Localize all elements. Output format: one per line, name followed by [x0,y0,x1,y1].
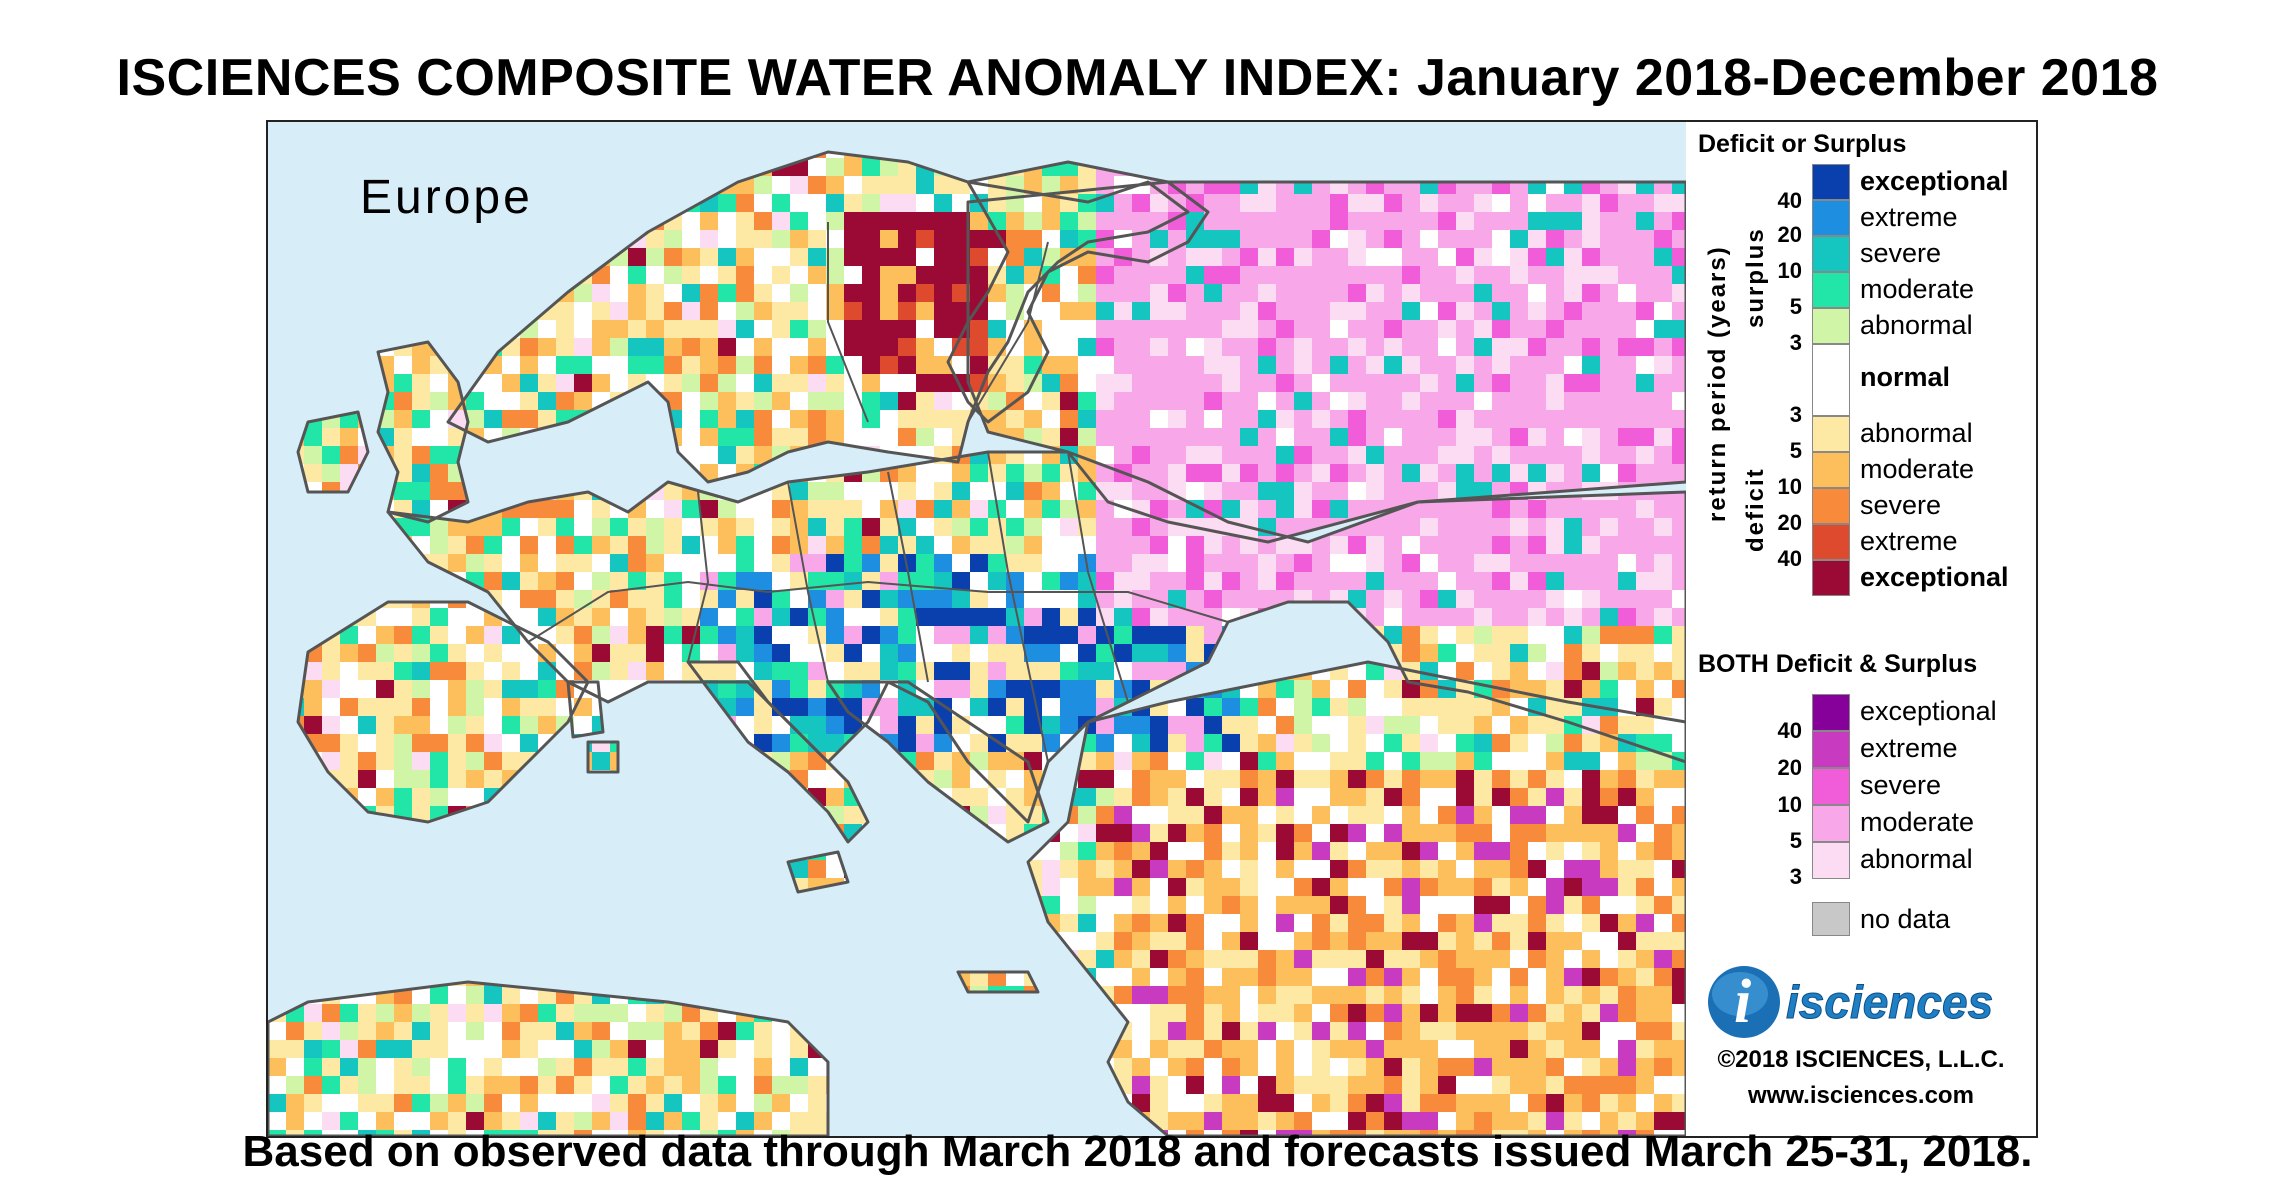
swatch-surplus-moderate [1812,272,1850,308]
swatch-deficit-extreme [1812,524,1850,560]
swatch-no-data [1812,902,1850,936]
swatch-both-moderate [1812,805,1850,842]
label-both-abnormal: abnormal [1860,844,1973,874]
logo-i: i [1734,968,1751,1036]
land-outline [826,680,1050,844]
swatch-deficit-exceptional [1812,560,1850,596]
return-period-axis-label: return period (years) [1704,245,1731,522]
swatch-both-abnormal [1812,842,1850,879]
country-border [827,222,869,423]
legend-panel: Deficit or Surplus return period (years)… [1686,122,2036,1136]
swatch-surplus-severe [1812,236,1850,272]
country-border [527,581,1229,643]
tick-deficit-10: 10 [1777,474,1802,499]
tick-both-10: 10 [1777,792,1802,817]
tick-deficit-5: 5 [1789,438,1802,463]
label-surplus-exceptional: exceptional [1860,166,2009,196]
tick-deficit-20: 20 [1777,510,1802,535]
tick-surplus-3: 3 [1789,330,1802,355]
land-outline [566,680,605,739]
land-outline [1026,660,1686,1136]
surplus-axis-label: surplus [1742,227,1769,328]
label-normal: normal [1860,362,1951,392]
label-both-moderate: moderate [1860,807,1975,837]
land-outline [686,660,870,844]
swatch-deficit-moderate [1812,452,1850,488]
land-outline [786,850,850,894]
land-outline [386,450,1686,824]
legend-heading-both: BOTH Deficit & Surplus [1698,650,1978,678]
tick-deficit-40: 40 [1777,546,1802,571]
swatch-deficit-abnormal [1812,416,1850,452]
region-label: Europe [360,171,533,224]
label-deficit-abnormal: abnormal [1860,418,1973,448]
tick-both-3: 3 [1789,864,1802,889]
tick-deficit-3: 3 [1789,402,1802,427]
anomaly-map [268,122,1686,1136]
land-outline [268,980,830,1136]
swatch-deficit-severe [1812,488,1850,524]
land-outline [956,970,1040,994]
label-no-data: no data [1860,904,1951,934]
deficit-axis-label: deficit [1742,467,1769,552]
label-both-extreme: extreme [1860,733,1958,763]
land-outline [296,410,370,494]
land-outline [586,740,620,774]
tick-surplus-5: 5 [1789,294,1802,319]
tick-both-40: 40 [1777,718,1802,743]
label-surplus-extreme: extreme [1860,202,1958,232]
label-deficit-severe: severe [1860,490,1942,520]
label-surplus-severe: severe [1860,238,1942,268]
map-frame: Europe Deficit or Surplus return period … [266,120,2038,1138]
land-outline [446,150,1190,484]
land-outline [966,180,1686,544]
swatch-both-extreme [1812,731,1850,768]
country-border [1067,451,1129,703]
tick-both-5: 5 [1789,828,1802,853]
legend-heading-deficit-surplus: Deficit or Surplus [1698,130,1907,158]
label-surplus-moderate: moderate [1860,274,1975,304]
label-deficit-extreme: extreme [1860,526,1958,556]
logo-text: isciences [1786,976,1993,1028]
copyright-text: ©2018 ISCIENCES, L.L.C. [1717,1046,2005,1073]
isciences-logo: i isciences [1708,966,1994,1038]
tick-surplus-40: 40 [1777,188,1802,213]
label-deficit-moderate: moderate [1860,454,1975,484]
tick-both-20: 20 [1777,755,1802,780]
country-border [687,491,709,663]
swatch-both-severe [1812,768,1850,805]
label-deficit-exceptional: exceptional [1860,562,2009,592]
label-surplus-abnormal: abnormal [1860,310,1973,340]
swatch-surplus-abnormal [1812,308,1850,344]
land-outline [376,340,470,524]
land-outline [296,600,590,824]
tick-surplus-20: 20 [1777,222,1802,247]
swatch-surplus-extreme [1812,200,1850,236]
label-both-severe: severe [1860,770,1942,800]
map-title: ISCIENCES COMPOSITE WATER ANOMALY INDEX:… [116,49,2159,107]
website-link[interactable]: www.isciences.com [1748,1082,1974,1109]
country-border [787,481,829,683]
country-borders [268,150,1686,1136]
map-subtitle: Based on observed data through March 201… [242,1127,2033,1176]
label-both-exceptional: exceptional [1860,696,1997,726]
swatch-surplus-exceptional [1812,164,1850,200]
land-outline [946,160,1210,424]
country-border [887,471,929,683]
country-border [987,451,1049,763]
tick-surplus-10: 10 [1777,258,1802,283]
swatch-both-exceptional [1812,694,1850,731]
country-border [967,241,1049,423]
swatch-normal [1812,344,1850,416]
